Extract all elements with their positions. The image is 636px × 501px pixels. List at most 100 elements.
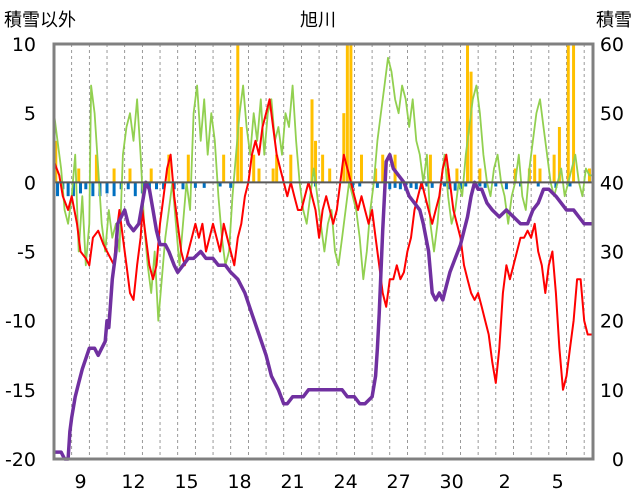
orange-bar [252,154,256,183]
orange-bar [128,168,132,183]
right-tick-label: 20 [600,311,624,333]
orange-bar [77,168,81,183]
x-tick-label: 9 [74,471,86,493]
right-tick-label: 0 [612,449,624,471]
orange-bar [466,44,470,183]
blue-bar [105,182,109,194]
orange-bar [342,113,346,183]
axes [52,42,595,461]
x-tick-label: 21 [280,471,304,493]
orange-bar [167,154,171,183]
orange-bar [257,168,261,183]
blue-bar [229,182,233,188]
orange-bar [374,168,378,183]
orange-bar [239,127,243,183]
blue-bar [453,182,457,191]
orange-bar [478,168,482,183]
x-tick-labels: 9 12 15 18 21 24 27 30 2 5 [74,471,563,493]
series-lines [53,56,593,461]
blue-bar [494,182,498,187]
blue-bar [91,182,95,197]
orange-bar [310,99,314,183]
right-tick-label: 60 [600,34,624,56]
orange-bar [54,140,58,183]
orange-bar [381,154,385,183]
right-tick-label: 30 [600,242,624,264]
x-tick-label: 30 [440,471,464,493]
blue-bar [71,182,75,197]
x-tick-label: 15 [174,471,198,493]
left-tick-label: 10 [12,34,36,56]
orange-bar [533,154,537,183]
right-tick-label: 10 [600,380,624,402]
left-axis-label: 積雪以外 [4,10,76,31]
right-tick-label: 40 [600,172,624,194]
temperature-line [53,98,593,391]
orange-bar [552,154,556,183]
blue-bar [414,182,418,190]
chart-title: 旭川 [300,10,336,31]
blue-bar [56,182,60,197]
left-tick-label: 0 [24,172,36,194]
orange-bar [236,44,240,183]
orange-bar [557,127,561,183]
blue-bar [133,182,137,197]
orange-bar [321,154,325,183]
orange-bar [186,154,190,183]
orange-bar [289,154,293,183]
blue-bar [554,182,558,188]
left-tick-labels: 10 5 0 -5 -10 -15 -20 [5,34,36,471]
orange-bar [455,168,459,183]
x-tick-label: 27 [387,471,411,493]
x-tick-label: 12 [121,471,145,493]
blue-bar [112,182,116,197]
blue-bar [483,182,487,188]
blue-bar [351,182,355,188]
blue-bar [193,182,197,188]
x-tick-label: 24 [333,471,357,493]
blue-bar [218,182,222,187]
left-tick-label: -15 [5,380,36,402]
orange-bar [538,168,542,183]
orange-bar [112,168,116,183]
orange-bar [345,44,349,183]
left-tick-label: 5 [24,103,36,125]
orange-bar [149,168,153,183]
blue-bar [478,182,482,187]
orange-bar [359,154,363,183]
blue-bar [154,182,158,190]
left-tick-label: -10 [5,311,36,333]
blue-bar [66,182,70,197]
orange-bar [275,154,279,183]
blue-bar [375,182,379,188]
orange-bar [222,154,226,183]
x-tick-label: 2 [499,471,511,493]
blue-bar [388,182,392,190]
blue-bar [504,182,508,190]
orange-bar [428,154,432,183]
blue-bar [398,182,402,190]
blue-bar [202,182,206,188]
blue-bar [393,182,397,188]
blue-bar [536,182,540,187]
blue-bar [79,182,83,194]
green-line [53,56,593,322]
blue-bar [443,182,447,187]
orange-bar [349,44,353,183]
left-tick-label: -20 [5,449,36,471]
blue-bar [464,182,468,187]
blue-bar [430,182,434,188]
left-tick-label: -5 [17,242,36,264]
blue-bar [126,182,130,190]
snow-depth-line [54,152,593,461]
right-tick-labels: 60 50 40 30 20 10 0 [600,34,624,471]
orange-bar [94,154,98,183]
x-tick-label: 5 [552,471,564,493]
blue-bar [181,182,185,190]
x-tick-label: 18 [227,471,251,493]
right-axis-label: 積雪 [596,10,632,31]
blue-bar [358,182,362,187]
blue-bar [162,182,166,190]
